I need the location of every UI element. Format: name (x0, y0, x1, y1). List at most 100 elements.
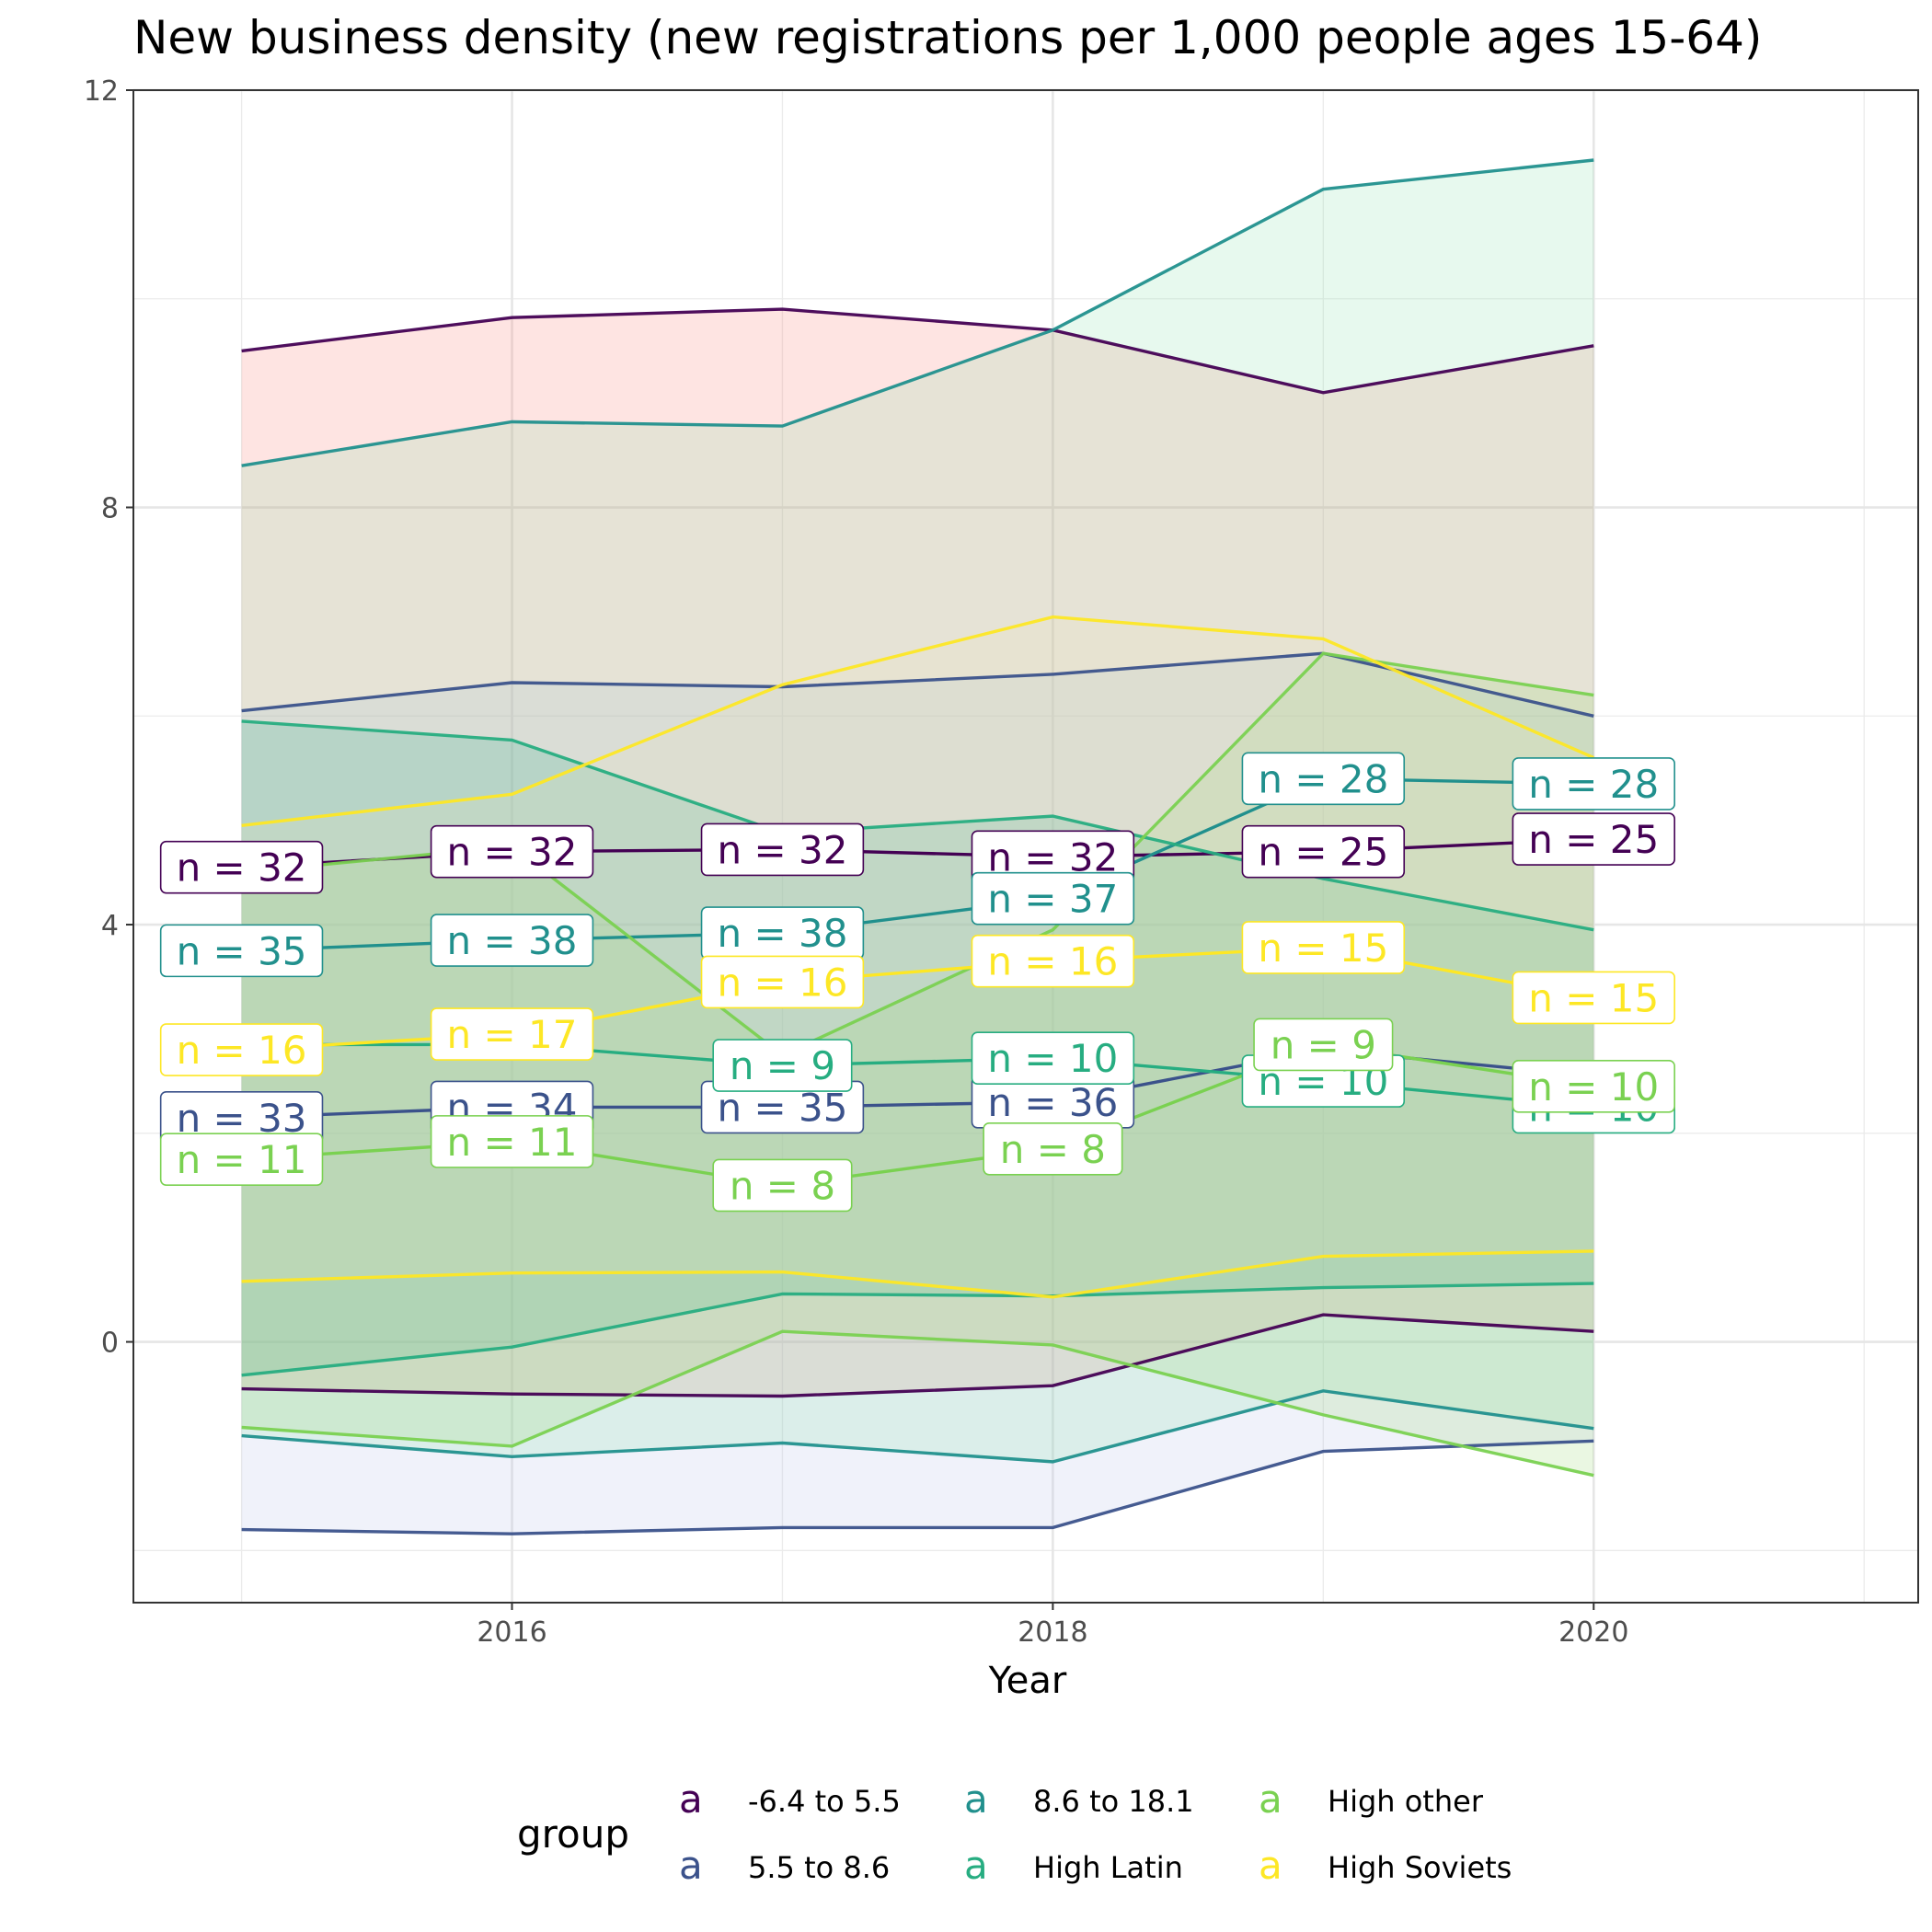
y-tick-label: 12 (84, 75, 119, 108)
n-label-text: n = 36 (987, 1080, 1118, 1125)
n-label-5-4: n = 15 (1241, 921, 1406, 974)
legend-key: a (964, 1777, 988, 1822)
legend-label: High Latin (1033, 1850, 1183, 1885)
x-tick-label: 2016 (477, 1616, 546, 1649)
line-lower-5 (241, 1249, 1594, 1299)
n-label-2-3: n = 37 (971, 871, 1135, 926)
n-label-1-3: n = 36 (971, 1075, 1135, 1129)
legend-label: 5.5 to 8.6 (748, 1850, 890, 1885)
n-label-box (159, 924, 324, 978)
n-label-box (159, 1023, 324, 1076)
n-label-5-3: n = 16 (971, 934, 1135, 988)
legend-item-5: a High Soviets (1259, 1843, 1512, 1888)
n-label-2-1: n = 38 (430, 914, 594, 967)
n-label-text: n = 35 (717, 1085, 847, 1130)
legend-label: High other (1328, 1784, 1484, 1819)
n-label-box (1241, 824, 1406, 879)
n-label-box (971, 1031, 1135, 1085)
legend-item-3: a High Latin (964, 1843, 1183, 1888)
n-label-text: n = 11 (177, 1137, 307, 1182)
n-label-box (1512, 812, 1675, 866)
n-label-2-2: n = 38 (700, 906, 865, 960)
n-label-box (159, 1133, 324, 1186)
n-label-5-5: n = 15 (1512, 971, 1675, 1025)
n-label-text: n = 38 (447, 918, 578, 963)
n-label-box (1241, 752, 1406, 806)
legend-key: a (679, 1843, 703, 1888)
n-label-4-3: n = 8 (983, 1122, 1123, 1176)
legend-key: a (964, 1843, 988, 1888)
n-label-0-5: n = 25 (1512, 812, 1675, 866)
n-label-0-3: n = 32 (971, 830, 1135, 884)
n-label-text: n = 11 (447, 1120, 578, 1165)
n-label-box (430, 914, 594, 967)
n-label-box (1512, 971, 1675, 1025)
y-tick-label: 8 (101, 493, 119, 525)
n-label-text: n = 32 (717, 827, 847, 872)
n-label-text: n = 9 (1271, 1022, 1376, 1067)
line-lower-3 (241, 1282, 1594, 1377)
legend-title: group (517, 1811, 629, 1857)
line-lower-4 (241, 1329, 1594, 1478)
n-label-box (712, 1039, 853, 1092)
n-label-text: n = 17 (447, 1012, 578, 1057)
ribbon-3 (241, 720, 1594, 1375)
legend-item-1: a 5.5 to 8.6 (679, 1843, 890, 1888)
n-label-text: n = 32 (447, 830, 578, 875)
n-label-box (700, 955, 865, 1009)
line-upper-3 (241, 719, 1594, 932)
n-label-text: n = 15 (1258, 926, 1388, 971)
y-tick-label: 0 (101, 1328, 119, 1360)
n-label-1-2: n = 35 (700, 1080, 865, 1134)
n-label-box (1253, 1018, 1394, 1072)
x-axis-title: Year (988, 1660, 1067, 1702)
legend-label: High Soviets (1328, 1850, 1512, 1885)
n-label-box (1512, 1059, 1675, 1113)
axis-layer: 0 4 8 12 2016 2018 2020 (84, 75, 1919, 1649)
n-label-4-4: n = 9 (1253, 1018, 1394, 1072)
n-label-box (971, 934, 1135, 988)
n-label-4-2: n = 8 (712, 1158, 853, 1213)
n-label-5-2: n = 16 (700, 955, 865, 1009)
y-tick-label: 4 (101, 910, 119, 942)
n-label-4-1: n = 11 (430, 1115, 594, 1168)
line-upper-2 (241, 158, 1594, 467)
n-label-text: n = 15 (1528, 975, 1659, 1020)
n-label-4-5: n = 10 (1512, 1059, 1675, 1113)
x-tick-label: 2018 (1018, 1616, 1087, 1649)
n-label-text: n = 35 (177, 928, 307, 973)
legend-item-2: a 8.6 to 18.1 (964, 1777, 1194, 1822)
n-label-0-0: n = 32 (159, 840, 324, 894)
n-label-box (700, 822, 865, 877)
n-label-text: n = 10 (987, 1036, 1118, 1081)
n-label-3-3: n = 10 (971, 1031, 1135, 1085)
n-label-box (159, 840, 324, 894)
legend-key: a (1259, 1843, 1282, 1888)
n-label-text: n = 10 (1528, 1064, 1659, 1110)
n-label-0-1: n = 32 (430, 824, 594, 879)
line-upper-1 (241, 651, 1594, 718)
n-label-box (430, 1007, 594, 1061)
label-layer: n = 32 n = 32 n = 32 n = 32 n = 25 n = 25 n = … (159, 752, 1675, 1213)
x-tick-label: 2020 (1558, 1616, 1628, 1649)
n-label-text: n = 38 (717, 911, 847, 956)
legend-label: -6.4 to 5.5 (748, 1784, 901, 1819)
n-label-text: n = 16 (717, 960, 847, 1005)
n-label-4-0: n = 11 (159, 1133, 324, 1186)
n-label-box (1512, 757, 1675, 811)
n-label-text: n = 8 (1000, 1127, 1106, 1172)
n-label-2-4: n = 28 (1241, 752, 1406, 806)
n-label-2-5: n = 28 (1512, 757, 1675, 811)
n-label-box (712, 1158, 853, 1213)
legend-label: 8.6 to 18.1 (1033, 1784, 1194, 1819)
panel-border (132, 89, 1919, 1604)
line-upper-5 (241, 615, 1594, 827)
n-label-text: n = 9 (730, 1043, 835, 1088)
n-label-3-2: n = 9 (712, 1039, 853, 1092)
n-label-box (1241, 921, 1406, 974)
n-label-0-4: n = 25 (1241, 824, 1406, 879)
line-lower-1 (241, 1439, 1594, 1535)
n-label-text: n = 25 (1528, 817, 1659, 862)
legend-key: a (1259, 1777, 1282, 1822)
